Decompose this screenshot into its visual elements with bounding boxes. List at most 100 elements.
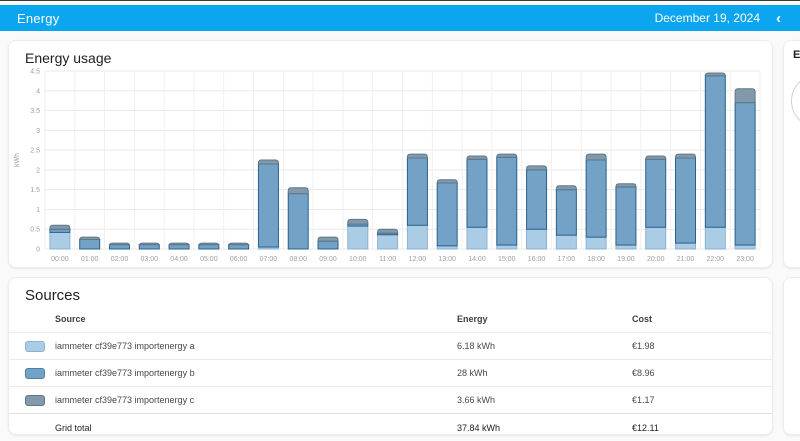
axis-tick-label: 15:00 [498,256,516,263]
source-name: iammeter cf39e773 importenergy b [55,368,195,378]
bar-segment-12:00-b[interactable] [406,157,428,226]
window-top-edge [0,0,800,1]
grid-total-row: Grid total 37.84 kWh €12.11 [9,413,772,441]
chevron-left-icon[interactable]: ‹ [776,9,781,27]
bar-segment-01:00-b[interactable] [79,239,101,250]
bar-segment-08:00-c[interactable] [287,187,309,195]
bar-segment-22:00-a[interactable] [704,226,726,250]
cost-value: €1.17 [632,395,655,405]
source-color-swatch [25,367,45,379]
bar-segment-22:00-b[interactable] [704,75,726,228]
bar-segment-17:00-b[interactable] [555,189,577,236]
bar-segment-14:00-c[interactable] [466,155,488,160]
bar-segment-19:00-b[interactable] [615,186,637,246]
bar-segment-13:00-b[interactable] [436,182,458,247]
axis-tick-label: 10:00 [349,256,367,263]
side-card-title: E [793,49,800,61]
bar-segment-11:00-a[interactable] [377,234,399,250]
grid-total-label: Grid total [55,422,92,433]
bar-segment-21:00-a[interactable] [675,242,697,250]
bar-segment-10:00-c[interactable] [347,218,369,225]
axis-tick-label: 16:00 [528,256,546,263]
bar-segment-20:00-a[interactable] [645,226,667,250]
axis-tick-label: 18:00 [587,256,605,263]
bar-segment-01:00-c[interactable] [79,236,101,241]
bar-segment-11:00-c[interactable] [377,228,399,234]
bar-segment-00:00-a[interactable] [49,231,71,250]
bar-segment-06:00-c[interactable] [228,242,250,247]
bar-segment-09:00-b[interactable] [317,240,339,250]
bar-segment-00:00-c[interactable] [49,224,71,230]
sources-card: Sources Source Energy Cost iammeter cf39… [8,277,773,435]
bar-segment-03:00-b[interactable] [138,244,160,250]
bar-segment-18:00-b[interactable] [585,159,607,238]
bar-segment-13:00-c[interactable] [436,179,458,184]
source-color-swatch [25,340,45,352]
bar-segment-09:00-c[interactable] [317,236,339,242]
bar-segment-07:00-c[interactable] [257,159,279,165]
table-row[interactable]: iammeter cf39e773 importenergy b 28 kWh … [9,359,772,386]
source-name: iammeter cf39e773 importenergy a [55,341,195,351]
bar-segment-04:00-b[interactable] [168,244,190,250]
side-card-partial: E [783,40,800,268]
energy-usage-chart[interactable]: 0 0.5 1 1.5 2 2.5 3 3.5 4 4.5 00:00 01:00 02:00 03:00… [9,63,774,269]
y-axis-label: kWh [14,153,21,167]
bar-segment-21:00-c[interactable] [675,153,697,159]
bar-segment-08:00-b[interactable] [287,193,309,250]
bar-segment-18:00-a[interactable] [585,236,607,250]
axis-tick-label: 0.5 [30,227,40,234]
cost-value: €1.98 [632,341,655,351]
table-row[interactable]: iammeter cf39e773 importenergy c 3.66 kW… [9,386,772,413]
sources-table-header: Source Energy Cost [9,306,772,332]
date-picker: December 19, 2024 ‹ [655,11,783,26]
bar-segment-12:00-c[interactable] [406,153,428,159]
axis-tick-label: 23:00 [736,256,754,263]
axis-tick-label: 03:00 [141,256,159,263]
axis-tick-label: 17:00 [558,256,576,263]
bar-segment-20:00-b[interactable] [645,158,667,228]
axis-tick-label: 1.5 [30,187,40,194]
bar-segment-17:00-c[interactable] [555,185,577,191]
bar-segment-23:00-b[interactable] [734,102,756,246]
table-row[interactable]: iammeter cf39e773 importenergy a 6.18 kW… [9,332,772,359]
bar-segment-16:00-a[interactable] [526,228,548,250]
bar-segment-15:00-b[interactable] [496,156,518,246]
axis-tick-label: 07:00 [260,256,278,263]
bar-segment-23:00-c[interactable] [734,88,756,104]
bar-segment-02:00-c[interactable] [108,242,130,247]
axis-tick-label: 4.5 [30,69,40,76]
bar-segment-14:00-b[interactable] [466,158,488,228]
bar-segment-17:00-a[interactable] [555,234,577,250]
bar-segment-07:00-b[interactable] [257,163,279,248]
bar-segment-05:00-c[interactable] [198,242,220,247]
bar-segment-16:00-c[interactable] [526,165,548,171]
date-label[interactable]: December 19, 2024 [654,11,760,25]
bar-segment-15:00-a[interactable] [496,244,518,250]
bar-segment-19:00-a[interactable] [615,244,637,250]
bar-segment-03:00-c[interactable] [138,242,160,247]
bar-segment-04:00-c[interactable] [168,242,190,247]
grid-total-energy: 37.84 kWh [457,422,501,433]
bar-segment-16:00-b[interactable] [526,169,548,230]
bar-segment-10:00-a[interactable] [347,225,369,250]
axis-tick-label: 06:00 [230,256,248,263]
bar-segment-12:00-a[interactable] [406,224,428,250]
bar-segment-18:00-c[interactable] [585,153,607,161]
col-cost: Cost [632,314,652,324]
bar-segment-19:00-c[interactable] [615,183,637,188]
bar-segment-20:00-c[interactable] [645,155,667,160]
grid-total-cost: €12.11 [632,422,659,433]
sources-title: Sources [25,287,81,304]
bar-segment-05:00-b[interactable] [198,244,220,250]
bar-segment-14:00-a[interactable] [466,226,488,250]
bar-segment-15:00-c[interactable] [496,153,518,158]
bar-segment-02:00-b[interactable] [108,244,130,250]
bar-segment-06:00-b[interactable] [228,244,250,250]
bar-segment-21:00-b[interactable] [675,157,697,244]
col-source: Source [55,314,86,324]
energy-usage-card: Energy usage 0 0.5 1 1.5 2 2.5 3 3.5 4 4.5 00:00 01… [8,40,773,268]
axis-tick-label: 12:00 [409,256,427,263]
stacked-bar-chart: 0 0.5 1 1.5 2 2.5 3 3.5 4 4.5 00:00 01:00 02:00 03:00… [14,69,761,263]
bar-segment-23:00-a[interactable] [734,244,756,250]
bar-segment-22:00-c[interactable] [704,72,726,77]
